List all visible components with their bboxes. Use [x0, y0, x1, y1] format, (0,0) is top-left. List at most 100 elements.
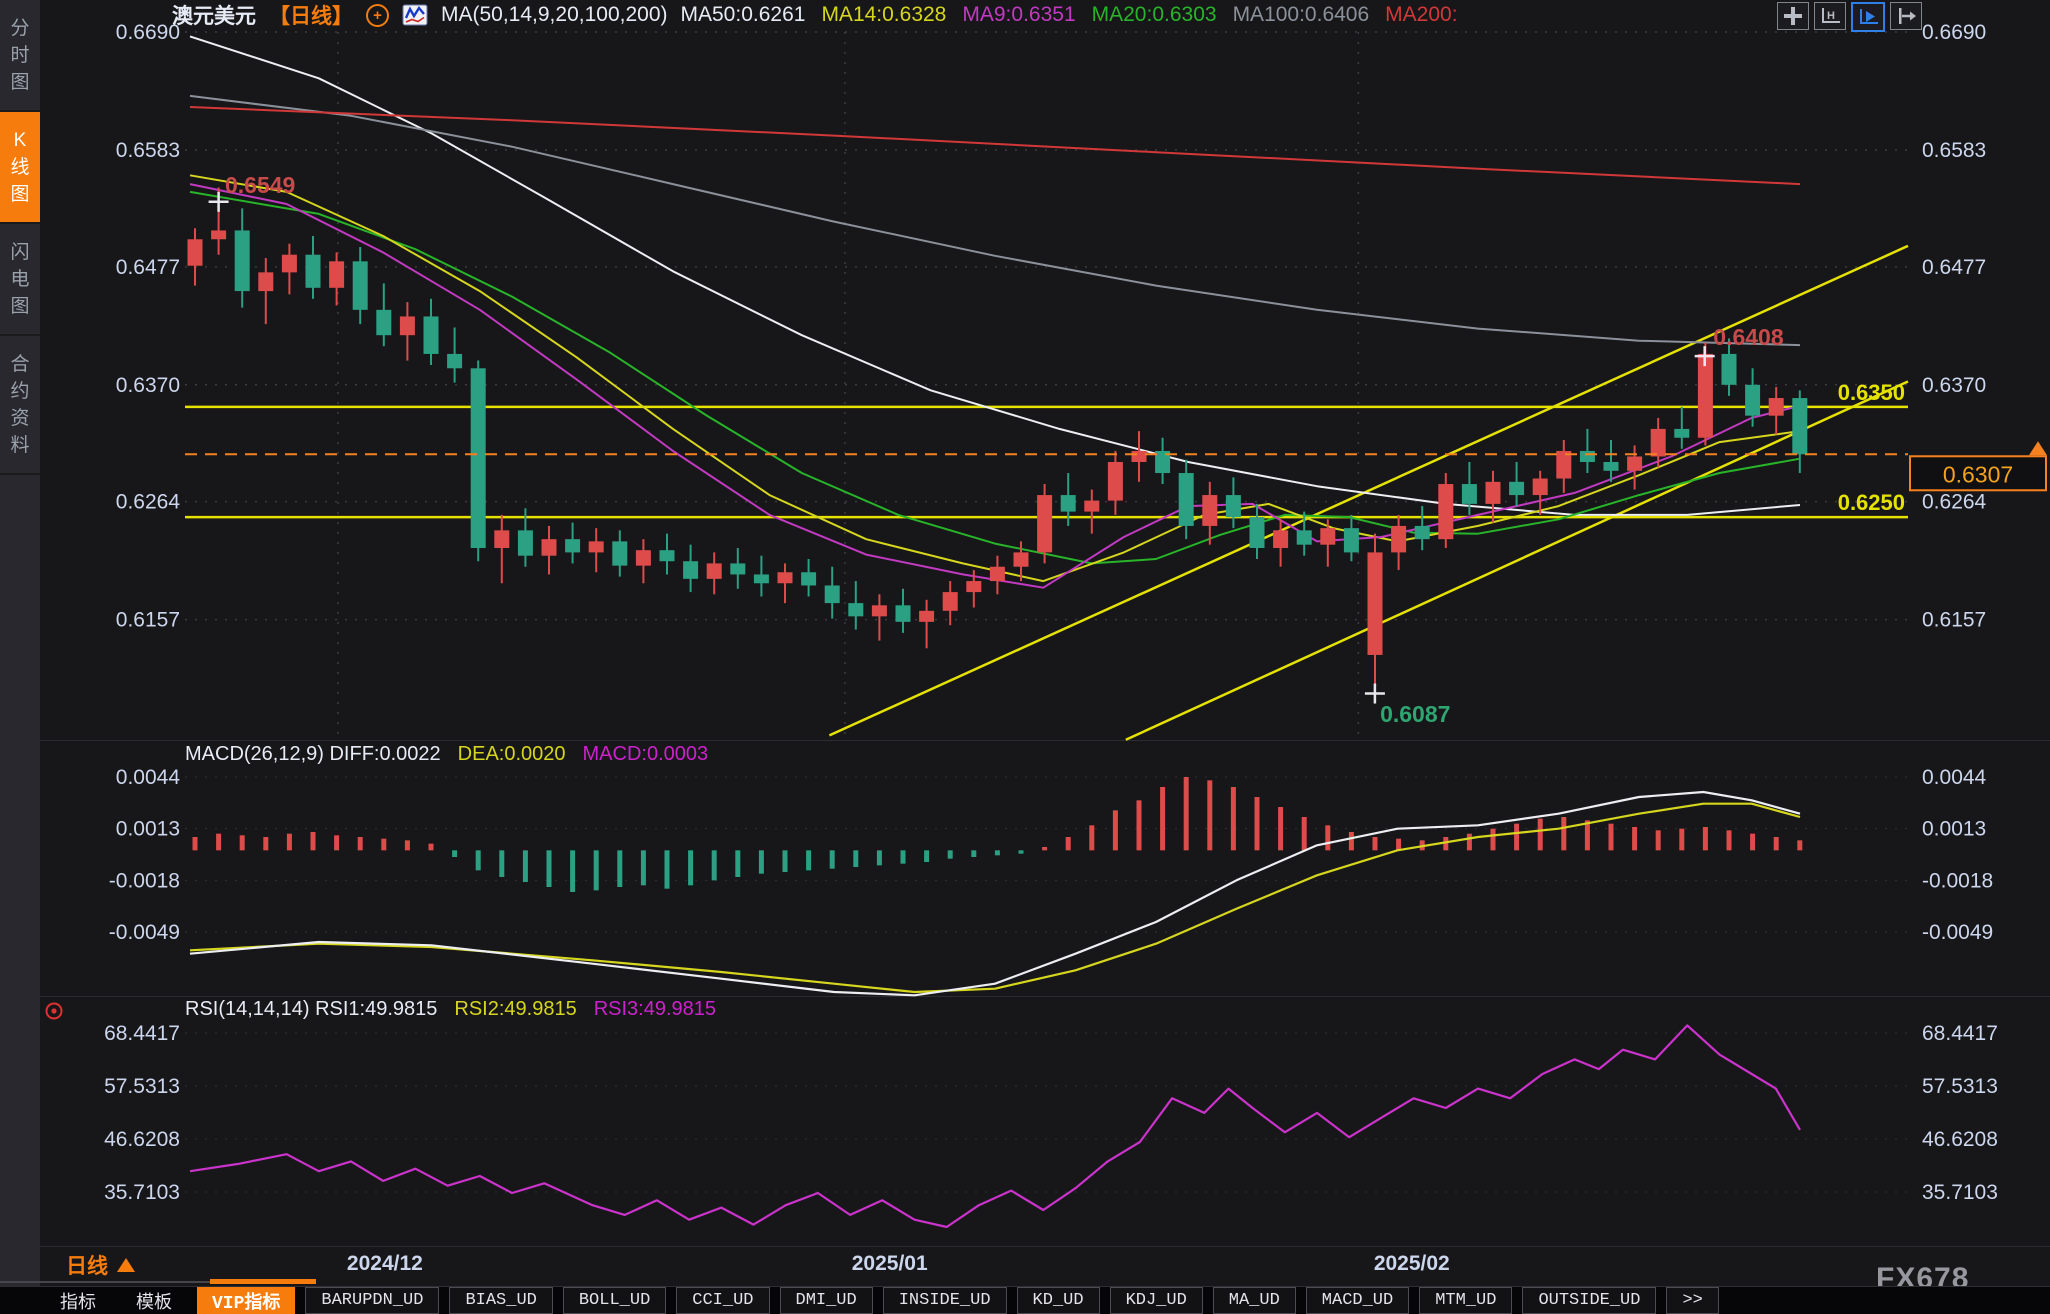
- macd-hist-bar: [570, 850, 576, 892]
- tabs-overflow-button[interactable]: >>: [1666, 1287, 1719, 1314]
- bottom-tab-0[interactable]: 指标: [60, 1293, 96, 1314]
- price-annotation: 0.6408: [1713, 324, 1784, 350]
- price-tick-right: 0.6157: [1922, 609, 1986, 632]
- macd-hist-bar: [1466, 833, 1472, 851]
- indicator-tab-macd_ud[interactable]: MACD_UD: [1305, 1287, 1410, 1314]
- candle-body: [659, 550, 675, 562]
- macd-hist-bar: [1443, 837, 1449, 851]
- candle-body: [966, 581, 982, 593]
- candle-body: [871, 605, 887, 617]
- sidebar-tab-2[interactable]: 闪电图: [0, 224, 40, 336]
- macd-hist-bar: [1679, 828, 1685, 851]
- macd-hist-bar: [1490, 828, 1496, 851]
- macd-hist-bar: [1230, 787, 1236, 851]
- macd-hist-bar: [1632, 827, 1638, 851]
- candle-body: [1650, 428, 1666, 457]
- macd-hist-bar: [310, 832, 316, 851]
- chart-toolbar: H: [1777, 2, 1922, 32]
- candle-body: [1343, 528, 1359, 553]
- macd-hist-bar: [452, 850, 458, 857]
- indicator-tab-barupdn_ud[interactable]: BARUPDN_UD: [305, 1287, 440, 1314]
- macd-hist-bar: [1655, 830, 1661, 851]
- price-tick-right: 0.6370: [1922, 374, 1986, 397]
- indicator-tab-inside_ud[interactable]: INSIDE_UD: [882, 1287, 1007, 1314]
- ma-line-ma14: [189, 174, 1801, 583]
- macd-hist-bar: [1042, 847, 1048, 851]
- macd-hist-bar: [404, 840, 410, 851]
- scrollbar-track[interactable]: [0, 1281, 210, 1283]
- candle-body: [1131, 450, 1147, 462]
- candle-body: [565, 539, 581, 553]
- candle-body: [1532, 478, 1548, 496]
- macd-hist-bar: [758, 850, 764, 874]
- indicator-tabbar: 指标 模板 VIP指标 BARUPDN_UD BIAS_UD BOLL_UD CCI_UD D…: [0, 1286, 2050, 1314]
- macd-hist-bar: [522, 850, 528, 882]
- date-label: 2024/12: [347, 1252, 423, 1275]
- macd-hist-bar: [1112, 810, 1118, 851]
- period-selector[interactable]: 日线: [66, 1250, 135, 1280]
- axis-scale-icon[interactable]: H: [1814, 2, 1846, 30]
- chart-play-icon[interactable]: [1851, 2, 1885, 32]
- macd-hist-bar: [1254, 797, 1260, 851]
- macd-hist-bar: [546, 850, 552, 887]
- period-tag: 【日线】: [269, 5, 353, 28]
- candle-body: [376, 309, 392, 336]
- sidebar-tab-0[interactable]: 分时图: [0, 0, 40, 112]
- indicator-tab-boll_ud[interactable]: BOLL_UD: [562, 1287, 667, 1314]
- indicator-tab-bias_ud[interactable]: BIAS_UD: [449, 1287, 553, 1314]
- candle-body: [1320, 528, 1336, 545]
- macd-hist-bar: [357, 837, 363, 851]
- candle-body: [1438, 484, 1454, 540]
- shift-right-icon[interactable]: [1890, 2, 1922, 30]
- sidebar-tab-char: 约: [10, 381, 30, 402]
- macd-hist-bar: [475, 850, 481, 871]
- macd-hist-bar: [1160, 787, 1166, 851]
- rsi2-value: RSI2:49.9815: [454, 998, 577, 1020]
- macd-hist-bar: [1750, 833, 1756, 851]
- indicator-tab-kd_ud[interactable]: KD_UD: [1016, 1287, 1100, 1314]
- price-up-arrow-icon: [2029, 441, 2047, 456]
- ma-value-2: MA9:0.6351: [962, 3, 1076, 26]
- pan-icon[interactable]: [1777, 2, 1809, 30]
- indicator-tab-outside_ud[interactable]: OUTSIDE_UD: [1522, 1287, 1657, 1314]
- price-tick-left: 0.6583: [116, 139, 180, 162]
- candle-body: [1367, 552, 1383, 655]
- rsi-tick-right: 35.7103: [1922, 1181, 1998, 1204]
- price-tick-left: 0.6690: [116, 21, 180, 44]
- indicator-tab-mtm_ud[interactable]: MTM_UD: [1419, 1287, 1513, 1314]
- rsi-panel-header: RSI(14,14,14) RSI1:49.9815 RSI2:49.9815 …: [185, 998, 716, 1021]
- candle-body: [305, 254, 321, 288]
- bottom-tab-1[interactable]: 模板: [136, 1293, 172, 1314]
- candle-body: [942, 592, 958, 611]
- candle-body: [541, 539, 557, 556]
- macd-hist-bar: [994, 850, 1000, 856]
- candle-body: [683, 561, 699, 579]
- scrollbar-thumb[interactable]: [210, 1279, 316, 1284]
- candle-body: [801, 572, 817, 586]
- sidebar-tab-char: 资: [10, 408, 30, 429]
- macd-hist-bar: [1773, 837, 1779, 851]
- sidebar-tab-char: K: [13, 130, 27, 151]
- indicator-tab-cci_ud[interactable]: CCI_UD: [676, 1287, 770, 1314]
- indicator-tab-ma_ud[interactable]: MA_UD: [1212, 1287, 1296, 1314]
- macd-title: MACD(26,12,9) DIFF:0.0022: [185, 743, 441, 765]
- add-indicator-icon[interactable]: +: [366, 3, 389, 27]
- rsi3-value: RSI3:49.9815: [593, 998, 717, 1020]
- macd-dea-value: DEA:0.0020: [457, 743, 566, 765]
- price-tick-left: 0.6264: [116, 491, 181, 514]
- macd-diff-line: [189, 790, 1801, 997]
- sidebar-tab-char: 料: [10, 435, 30, 456]
- candle-body: [989, 566, 1005, 582]
- macd-tick-left: 0.0013: [116, 818, 180, 841]
- candle-body: [1249, 517, 1265, 548]
- macd-hist-bar: [239, 835, 245, 851]
- sidebar-tab-3[interactable]: 合约资料: [0, 336, 40, 475]
- bottom-tab-vip[interactable]: VIP指标: [197, 1287, 296, 1314]
- indicator-tab-dmi_ud[interactable]: DMI_UD: [779, 1287, 873, 1314]
- price-tick-left: 0.6477: [116, 256, 180, 279]
- ma-line-ma200: [189, 106, 1801, 186]
- macd-tick-left: -0.0018: [109, 869, 180, 892]
- candle-body: [635, 550, 651, 566]
- indicator-tab-kdj_ud[interactable]: KDJ_UD: [1109, 1287, 1203, 1314]
